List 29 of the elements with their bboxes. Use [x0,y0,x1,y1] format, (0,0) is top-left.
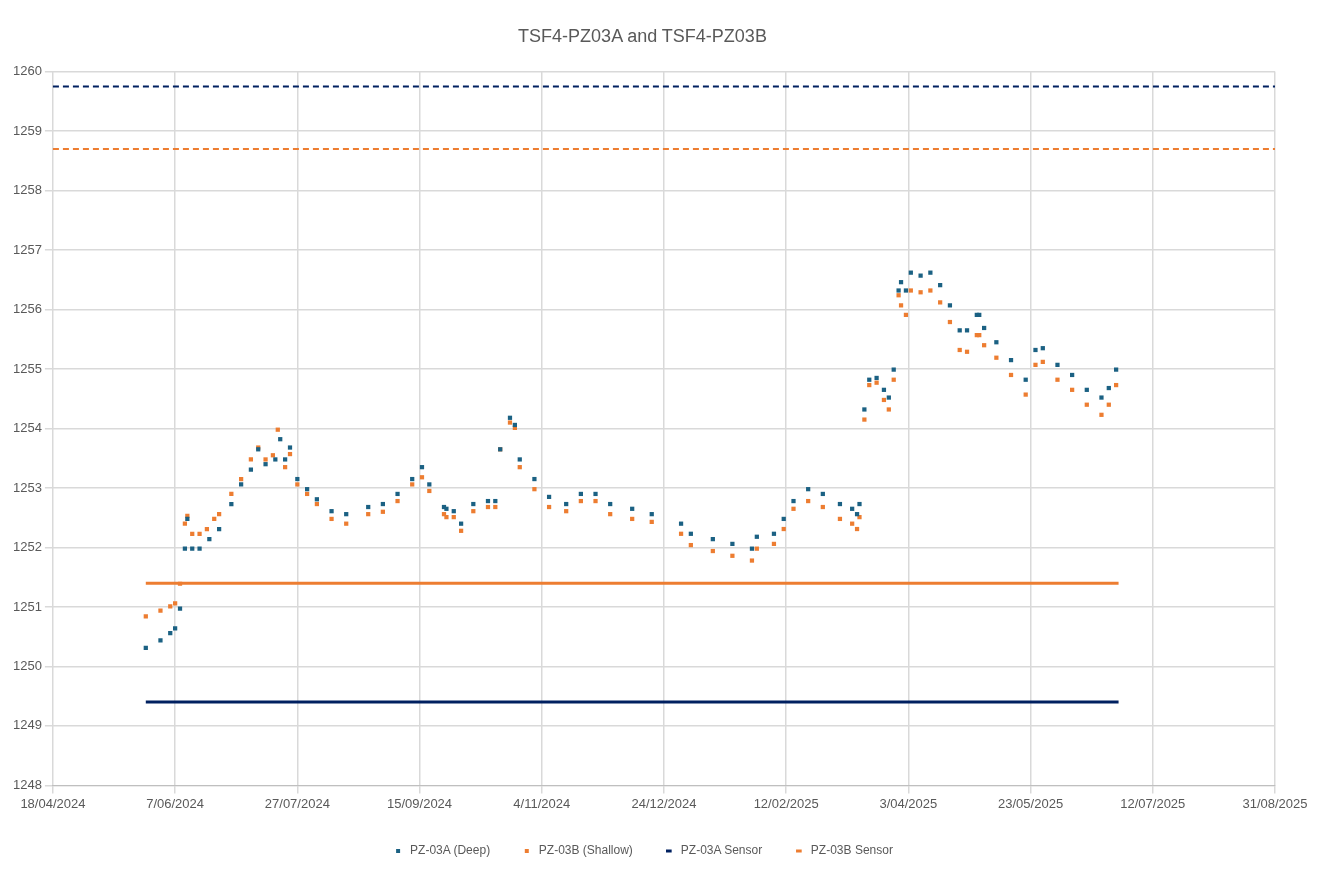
y-tick-label: 1255 [13,360,42,376]
x-tick-label: 12/02/2025 [753,795,819,811]
y-tick-label: 1259 [13,122,42,138]
y-tick-label: 1256 [13,301,42,317]
y-tick-label: 1250 [13,658,42,674]
x-tick-label: 23/05/2025 [998,795,1064,811]
y-tick-label: 1258 [13,182,42,198]
y-tick-label: 1252 [13,539,42,555]
chart-title: TSF4-PZ03A and TSF4-PZ03B [518,25,767,46]
x-tick-label: 24/12/2024 [631,795,697,811]
y-tick-label: 1253 [13,479,42,495]
x-tick-label: 27/07/2024 [264,795,330,811]
y-tick-label: 1248 [13,776,42,792]
x-tick-label: 18/04/2024 [20,795,86,811]
legend-label: PZ-03B Sensor [810,843,893,858]
x-tick-label: 15/09/2024 [387,795,453,811]
y-tick-label: 1251 [13,598,42,614]
y-tick-label: 1254 [13,420,42,436]
y-tick-label: 1249 [13,717,42,733]
legend-label: PZ-03A Sensor [680,843,763,858]
x-tick-label: 3/04/2025 [879,795,938,811]
legend-label: PZ-03B (Shallow) [538,843,633,858]
x-tick-label: 7/06/2024 [146,795,205,811]
y-tick-label: 1257 [13,241,42,257]
x-tick-label: 12/07/2025 [1120,795,1186,811]
y-tick-label: 1260 [13,63,42,79]
legend-label: PZ-03A (Deep) [410,843,491,858]
x-tick-label: 31/08/2025 [1242,795,1308,811]
x-tick-label: 4/11/2024 [513,795,571,811]
